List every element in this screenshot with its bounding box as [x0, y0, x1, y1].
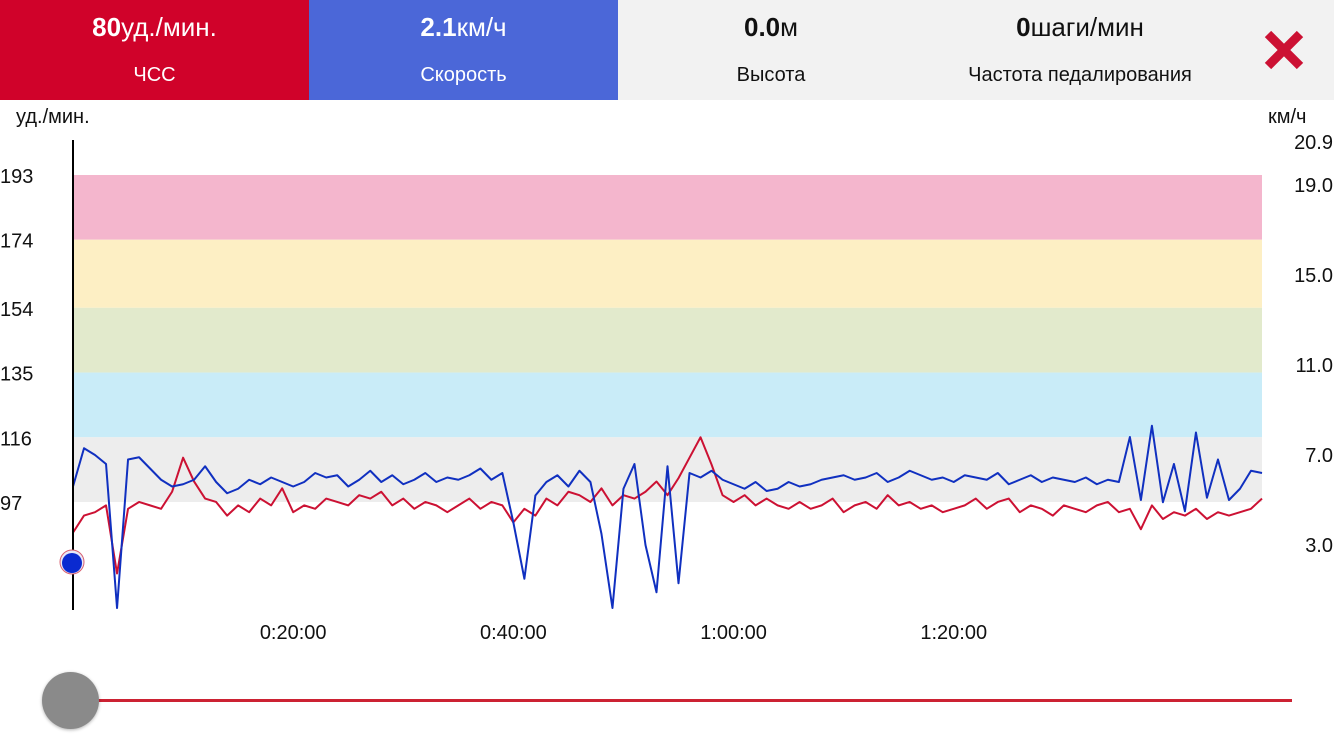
hr-zone-2	[73, 239, 1262, 308]
left-axis-label: уд./мин.	[16, 106, 90, 128]
altitude-tile[interactable]: 0.0м Высота	[618, 0, 924, 100]
cadence-label: Частота педалирования	[968, 64, 1192, 86]
speed-unit: км/ч	[456, 12, 507, 42]
x-tick-label: 0:20:00	[260, 622, 327, 644]
speed-value: 2.1	[420, 12, 457, 42]
cadence-tile[interactable]: 0шаги/мин Частота педалирования	[924, 0, 1236, 100]
left-tick-label: 174	[0, 231, 33, 253]
timeline-slider[interactable]	[42, 672, 1292, 729]
right-tick-label: 3.0	[1305, 535, 1333, 557]
close-x-icon	[1264, 30, 1304, 70]
x-tick-label: 1:00:00	[700, 622, 767, 644]
cursor-speed-marker[interactable]	[62, 553, 82, 573]
metrics-header: 80уд./мин. ЧСС 2.1км/ч Скорость 0.0м Выс…	[0, 0, 1334, 100]
speed-tile[interactable]: 2.1км/ч Скорость	[309, 0, 618, 100]
right-tick-label: 7.0	[1305, 445, 1333, 467]
right-tick-label: 19.0	[1294, 175, 1333, 197]
hr-zone-1	[73, 175, 1262, 240]
hr-unit: уд./мин.	[121, 12, 217, 42]
x-tick-label: 0:40:00	[480, 622, 547, 644]
right-axis-label: км/ч	[1268, 106, 1307, 128]
cadence-unit: шаги/мин	[1030, 12, 1144, 42]
left-tick-label: 97	[0, 493, 22, 515]
left-tick-label: 154	[0, 299, 33, 321]
cadence-value: 0	[1016, 12, 1031, 42]
left-tick-label: 116	[0, 428, 32, 450]
right-tick-label: 11.0	[1296, 355, 1333, 377]
altitude-value: 0.0	[743, 12, 781, 42]
hr-label: ЧСС	[133, 64, 176, 86]
hr-speed-chart[interactable]: 193 174 154 135 116 97 20.9 19.0 15.0 11.0 7.0 3.0 0…	[0, 100, 1334, 660]
slider-thumb[interactable]	[42, 672, 99, 729]
altitude-label: Высота	[736, 64, 806, 86]
hr-value: 80	[92, 12, 122, 42]
close-button[interactable]	[1262, 28, 1306, 72]
left-tick-label: 135	[0, 364, 33, 386]
slider-track[interactable]	[70, 699, 1292, 702]
altitude-unit: м	[780, 12, 799, 42]
hr-zone-3	[73, 307, 1262, 373]
speed-label: Скорость	[420, 64, 507, 86]
x-tick-label: 1:20:00	[920, 622, 987, 644]
left-tick-label: 193	[0, 166, 33, 188]
right-tick-label: 15.0	[1294, 265, 1333, 287]
hr-zone-4	[73, 372, 1262, 438]
hr-tile[interactable]: 80уд./мин. ЧСС	[0, 0, 309, 100]
right-tick-label: 20.9	[1294, 132, 1333, 154]
